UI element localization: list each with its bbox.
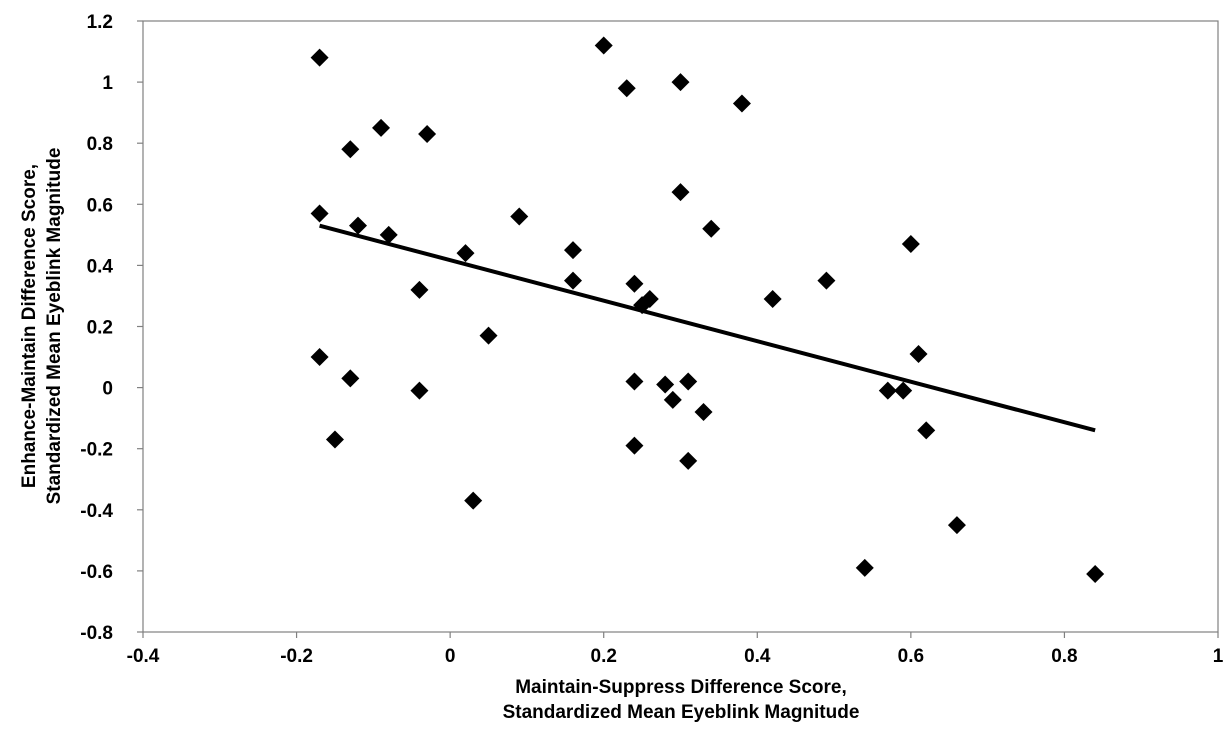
data-point [372,118,391,137]
data-point [418,125,437,144]
regression-line [319,223,1096,433]
data-point [617,79,636,98]
y-tick-label: 0.2 [87,318,113,339]
data-point [310,204,329,223]
data-point [410,280,429,299]
data-point [694,403,713,422]
data-point [679,451,698,470]
trendline-group [319,223,1096,433]
data-point [564,241,582,260]
data-point [310,48,329,67]
y-tick-label: 1.2 [87,12,113,33]
data-point [349,216,367,235]
data-point [625,436,644,455]
x-tick-label: -0.2 [280,646,313,667]
data-point [479,326,498,345]
data-point [732,94,751,113]
y-tick-label: 0.4 [87,256,114,277]
data-point [702,219,721,238]
x-tick-label: 0 [445,646,456,667]
y-tick-label: -0.8 [80,623,113,644]
data-points [310,36,1105,583]
data-point [325,430,344,449]
x-tick-label: -0.4 [127,646,160,667]
y-tick-label: 1 [102,73,113,94]
data-point [594,36,613,55]
data-point [894,381,913,400]
data-point [671,73,690,92]
data-point [379,225,398,244]
data-point [917,421,936,440]
y-tick-label: 0.6 [87,195,113,216]
y-tick-label: -0.2 [80,440,113,461]
y-axis-title-line-2: Standardized Mean Eyeblink Magnitude [44,148,65,505]
data-point [510,207,529,226]
data-point [625,372,644,391]
x-axis-title-line-2: Standardized Mean Eyeblink Magnitude [503,702,860,723]
data-point [341,369,360,388]
data-point [909,344,928,363]
data-point [564,271,582,290]
data-point [679,372,698,391]
y-tick-label: 0 [102,379,113,400]
y-tick-label: 0.8 [87,134,113,155]
data-point [1086,564,1105,583]
data-point [656,375,675,394]
data-point [901,235,920,254]
x-tick-label: 0.8 [1051,646,1077,667]
x-tick-label: 0.6 [898,646,924,667]
x-axis-ticks: -0.4 -0.2 0 0.2 0.4 0.6 0.8 1 [127,632,1223,667]
data-point [671,183,690,202]
data-point [817,271,836,290]
data-point [341,140,360,159]
x-tick-label: 1 [1213,646,1223,667]
y-axis-title-line-1: Enhance-Maintain Difference Score, [19,164,40,488]
x-tick-label: 0.4 [744,646,771,667]
data-point [464,491,483,510]
data-point [663,390,682,409]
data-point [855,558,874,577]
plot-area [142,20,1219,633]
data-point [947,516,966,535]
data-point [625,274,644,293]
data-point [763,290,782,309]
data-point [878,381,897,400]
y-tick-label: -0.6 [80,562,113,583]
data-point [456,244,475,263]
x-axis-title-line-1: Maintain-Suppress Difference Score, [515,677,847,698]
data-point [310,348,329,367]
y-tick-label: -0.4 [80,501,113,522]
y-axis-ticks: 1.2 1 0.8 0.6 0.4 0.2 0 -0.2 -0.4 -0.6 -0.8 [80,12,143,644]
x-tick-label: 0.2 [591,646,617,667]
data-point [410,381,429,400]
data-point [640,290,659,309]
